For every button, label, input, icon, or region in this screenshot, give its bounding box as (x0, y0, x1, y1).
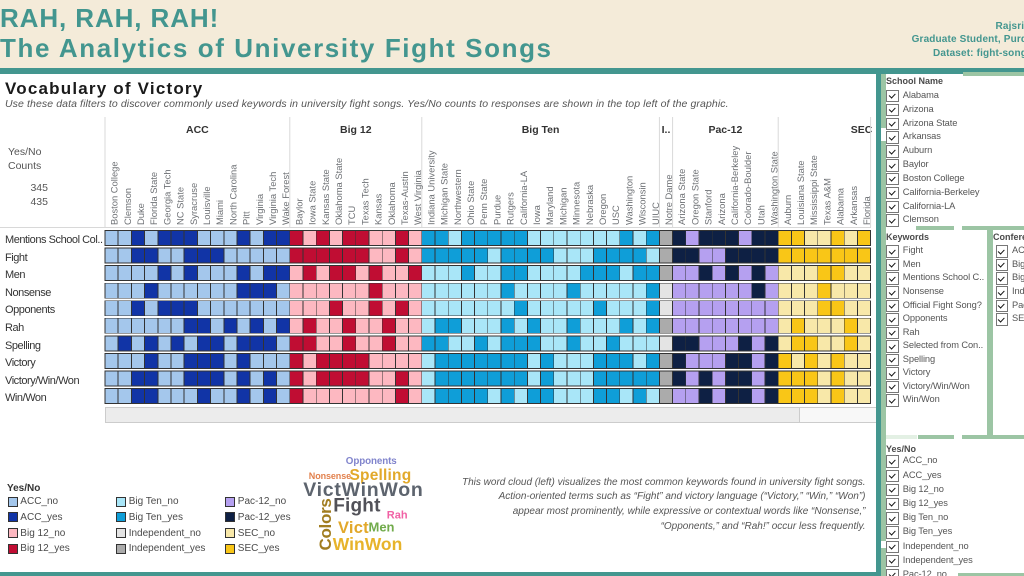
svg-text:Virginia Tech: Virginia Tech (267, 172, 278, 225)
svg-text:Alabama: Alabama (835, 187, 846, 225)
svg-text:Clemson: Clemson (122, 188, 133, 225)
svg-text:Spelling: Spelling (350, 467, 412, 484)
svg-text:Virginia: Virginia (254, 193, 265, 225)
svg-text:Georgia Tech: Georgia Tech (161, 169, 172, 225)
svg-text:California-Berkeley: California-Berkeley (729, 145, 740, 225)
svg-text:West Virginia: West Virginia (412, 169, 423, 225)
svg-text:Wake Forest: Wake Forest (280, 172, 291, 225)
svg-text:Duke: Duke (135, 203, 146, 225)
svg-text:Texas Tech: Texas Tech (359, 178, 370, 225)
svg-text:Mississippi State: Mississippi State (808, 155, 819, 225)
svg-text:Washington: Washington (623, 176, 634, 225)
svg-text:Kansas: Kansas (373, 193, 384, 225)
svg-text:Iowa State: Iowa State (307, 181, 318, 225)
svg-text:Michigan: Michigan (557, 187, 568, 225)
svg-text:Utah: Utah (755, 205, 766, 225)
svg-text:USC: USC (610, 205, 621, 225)
svg-text:Nebraska: Nebraska (584, 184, 595, 225)
svg-text:Vict: Vict (338, 519, 369, 537)
svg-text:Northwestern: Northwestern (452, 169, 463, 225)
svg-text:VictWinWon: VictWinWon (303, 479, 423, 501)
svg-text:Texas-Austin: Texas-Austin (399, 171, 410, 225)
svg-text:Fight: Fight (333, 496, 381, 517)
svg-text:TCU: TCU (346, 206, 357, 225)
svg-text:California-LA: California-LA (518, 170, 529, 225)
svg-text:Florida State: Florida State (148, 172, 159, 225)
svg-text:Michigan State: Michigan State (439, 163, 450, 225)
svg-text:Notre Dame: Notre Dame (663, 174, 674, 225)
svg-text:Baylor: Baylor (293, 198, 304, 225)
svg-text:Oklahoma: Oklahoma (386, 181, 397, 225)
svg-text:Oklahoma State: Oklahoma State (333, 158, 344, 225)
svg-text:Stanford: Stanford (703, 190, 714, 225)
svg-text:Auburn: Auburn (782, 195, 793, 225)
svg-text:Syracruse: Syracruse (188, 183, 199, 225)
svg-text:Wisconsin: Wisconsin (637, 182, 648, 225)
svg-text:Rah: Rah (387, 510, 408, 522)
svg-text:Texas A&M: Texas A&M (821, 178, 832, 225)
svg-text:Nonsense: Nonsense (309, 471, 351, 481)
svg-text:Arizona: Arizona (716, 192, 727, 225)
svg-text:Iowa: Iowa (531, 204, 542, 225)
svg-text:Rutgers: Rutgers (505, 192, 516, 225)
svg-text:Colors: Colors (316, 498, 335, 550)
svg-text:Minnesota: Minnesota (571, 181, 582, 225)
svg-text:WinWon: WinWon (333, 534, 403, 554)
svg-text:NC State: NC State (175, 187, 186, 225)
svg-text:Oregon: Oregon (597, 194, 608, 225)
svg-text:Indiana University: Indiana University (425, 150, 436, 225)
svg-text:Boston College: Boston College (109, 161, 120, 225)
svg-text:Arkansas: Arkansas (848, 186, 859, 225)
svg-text:UIUC: UIUC (650, 202, 661, 225)
svg-text:Oregon State: Oregon State (689, 169, 700, 225)
svg-text:Kansas State: Kansas State (320, 169, 331, 225)
svg-text:Purdue: Purdue (491, 195, 502, 225)
svg-text:Ohio State: Ohio State (465, 181, 476, 225)
svg-text:Washington State: Washington State (769, 151, 780, 225)
svg-text:Colorado-Boulder: Colorado-Boulder (742, 152, 753, 225)
svg-text:Miami: Miami (214, 200, 225, 225)
svg-text:Men: Men (369, 520, 395, 535)
svg-text:Maryland: Maryland (544, 186, 555, 225)
svg-text:Louisiana State: Louisiana State (795, 160, 806, 225)
svg-text:Penn State: Penn State (478, 179, 489, 225)
svg-text:Opponents: Opponents (346, 456, 397, 467)
svg-text:North Carolina: North Carolina (227, 164, 238, 225)
svg-text:Arizona State: Arizona State (676, 169, 687, 225)
svg-text:Florida: Florida (861, 196, 872, 225)
svg-text:Pitt: Pitt (241, 211, 252, 225)
svg-text:Louisville: Louisville (201, 186, 212, 225)
